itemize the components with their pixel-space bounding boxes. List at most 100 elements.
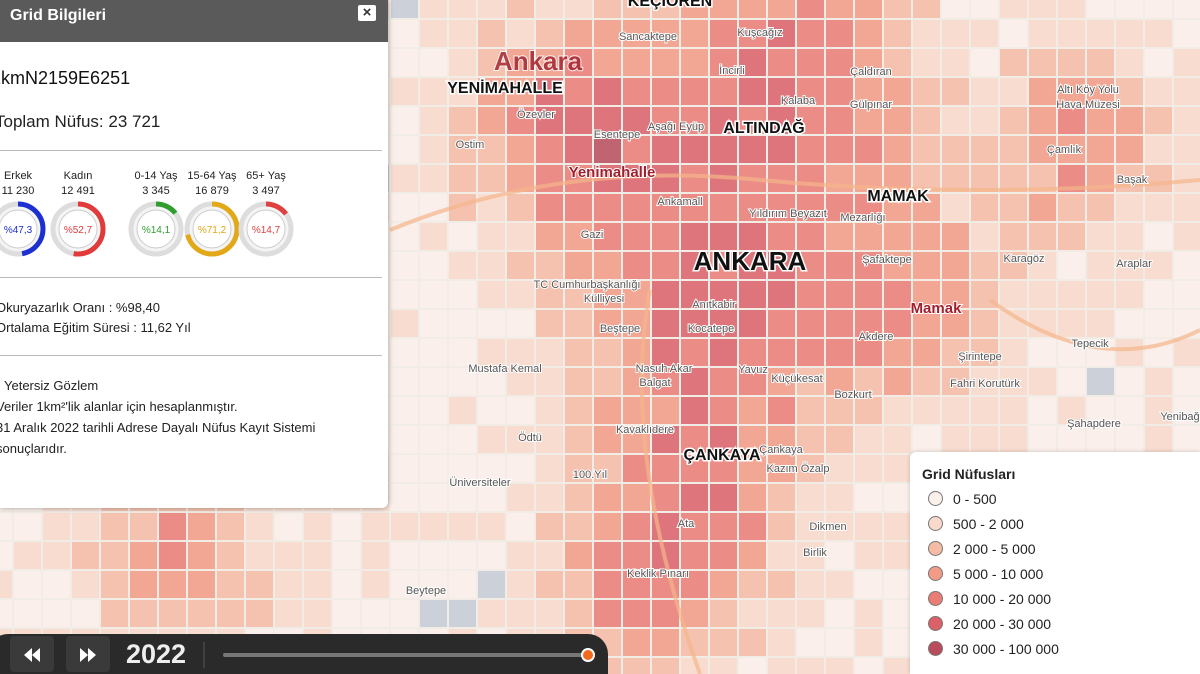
grid-cell [855, 397, 882, 424]
empty-cell [420, 600, 447, 627]
grid-cell [884, 513, 911, 540]
grid-cell [710, 0, 737, 18]
grid-cell [739, 397, 766, 424]
grid-cell [1116, 281, 1143, 308]
grid-cell [594, 484, 621, 511]
gauge-count: 3 497 [252, 185, 280, 197]
forward-icon [80, 648, 96, 662]
grid-cell [652, 136, 679, 163]
grid-cell [913, 397, 940, 424]
grid-cell [623, 629, 650, 656]
grid-cell [565, 397, 592, 424]
grid-cell [942, 426, 969, 453]
grid-cell [826, 484, 853, 511]
grid-cell [1174, 136, 1200, 163]
grid-cell [855, 513, 882, 540]
grid-cell [594, 339, 621, 366]
grid-cell [971, 223, 998, 250]
grid-cell [681, 223, 708, 250]
gauge-arc [50, 201, 106, 257]
grid-cell [797, 165, 824, 192]
grid-cell [826, 49, 853, 76]
grid-cell [739, 513, 766, 540]
grid-cell [652, 223, 679, 250]
grid-cell [652, 107, 679, 134]
map-label: Ankamall [657, 196, 702, 208]
grid-cell [449, 107, 476, 134]
close-button[interactable]: × [358, 5, 376, 21]
grid-cell [652, 49, 679, 76]
map-label: Şirintepe [958, 351, 1001, 363]
grid-cell [826, 368, 853, 395]
grid-cell [971, 165, 998, 192]
grid-cell [1029, 281, 1056, 308]
grid-cell [681, 107, 708, 134]
grid-cell [1058, 136, 1085, 163]
grid-cell [507, 542, 534, 569]
grid-cell [420, 426, 447, 453]
grid-cell [1000, 78, 1027, 105]
gauge-label: 0-14 Yaş [134, 170, 178, 182]
grid-cell [594, 49, 621, 76]
total-population: Toplam Nüfus: 23 721 [0, 112, 161, 131]
grid-cell [1087, 78, 1114, 105]
grid-cell [1145, 281, 1172, 308]
map-label: TC Cumhurbaşkanlığı [534, 279, 641, 291]
grid-cell [101, 600, 128, 627]
grid-cell [536, 426, 563, 453]
map-label: Yıldırım Beyazıt [749, 208, 827, 220]
grid-cell [884, 107, 911, 134]
grid-cell [710, 136, 737, 163]
grid-cell [942, 223, 969, 250]
grid-cell [826, 397, 853, 424]
grid-cell [913, 426, 940, 453]
grid-cell [623, 78, 650, 105]
grid-cell [391, 513, 418, 540]
grid-cell [826, 571, 853, 598]
grid-cell [478, 107, 505, 134]
grid-cell [855, 136, 882, 163]
legend: Grid Nüfusları 0 - 500 500 - 2 000 2 000 -… [910, 452, 1200, 674]
grid-cell [623, 107, 650, 134]
grid-cell [884, 194, 911, 221]
grid-cell [884, 252, 911, 279]
grid-cell [681, 368, 708, 395]
grid-cell [942, 310, 969, 337]
separator [0, 277, 382, 278]
map-label: Mustafa Kemal [468, 363, 541, 375]
grid-cell [536, 397, 563, 424]
grid-cell [768, 397, 795, 424]
grid-cell [913, 136, 940, 163]
grid-cell [681, 484, 708, 511]
grid-cell [652, 165, 679, 192]
grid-cell [478, 78, 505, 105]
grid-cell [652, 310, 679, 337]
grid-cell [826, 629, 853, 656]
grid-cell [1116, 136, 1143, 163]
map-label: Yenibağ [1160, 411, 1199, 423]
gauge-label: Erkek [3, 170, 33, 182]
grid-cell [72, 600, 99, 627]
grid-cell [710, 426, 737, 453]
grid-cell [449, 49, 476, 76]
grid-cell [942, 252, 969, 279]
map-label: Çamlık [1047, 144, 1082, 156]
grid-cell [710, 455, 737, 482]
grid-cell [1087, 20, 1114, 47]
legend-swatch [928, 591, 943, 606]
map-label: Anıtkabir [692, 299, 736, 311]
slider-handle[interactable] [581, 648, 595, 662]
grid-cell [449, 571, 476, 598]
road [988, 298, 1200, 352]
grid-cell [130, 542, 157, 569]
map-label: Balgat [639, 377, 670, 389]
grid-cell [797, 20, 824, 47]
grid-cell [623, 281, 650, 308]
grid-cell [884, 310, 911, 337]
map-label: Külliyesi [584, 293, 624, 305]
grid-cell [420, 484, 447, 511]
grid-cell [565, 600, 592, 627]
grid-cell [710, 49, 737, 76]
grid-cell [710, 513, 737, 540]
grid-cell [768, 49, 795, 76]
